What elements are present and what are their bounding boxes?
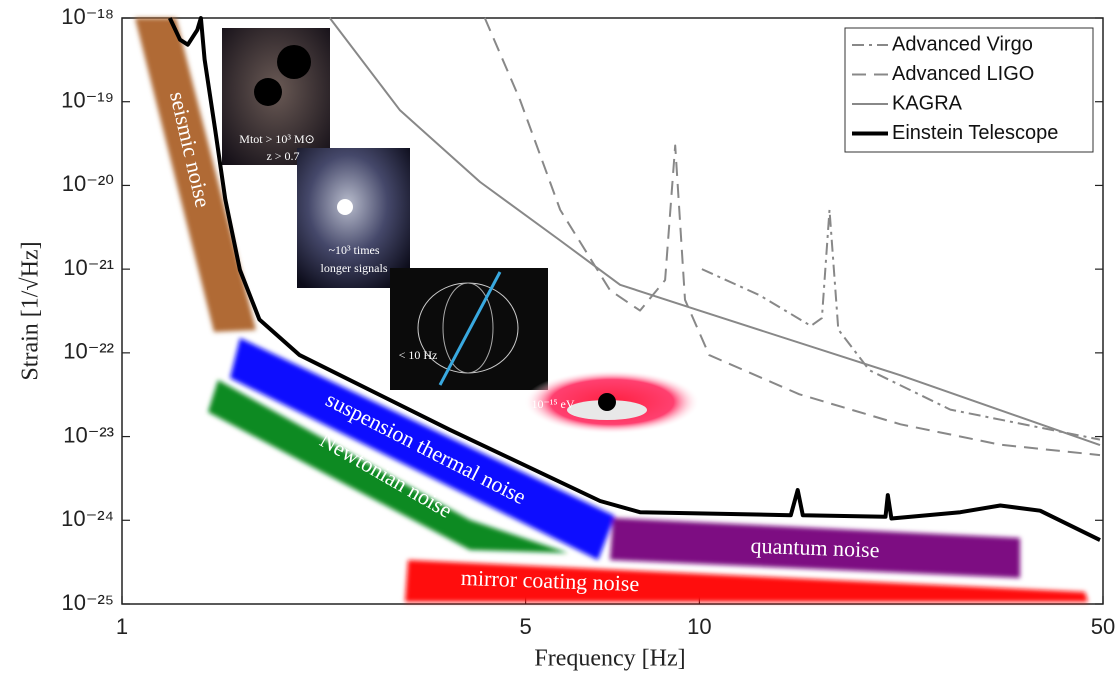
y-tick-label: 10⁻¹⁸ — [61, 4, 114, 29]
chart: Advanced Virgo Advanced LIGO KAGRA Einstein… — [0, 0, 1117, 677]
legend: Advanced Virgo Advanced LIGO KAGRA Einstein… — [845, 28, 1093, 152]
inset-label: < 10 Hz — [399, 348, 438, 362]
y-tick-label: 10⁻²⁵ — [61, 590, 114, 615]
y-axis-label: Strain [1/√Hz] — [18, 241, 44, 380]
noise-label: quantum noise — [750, 533, 880, 562]
x-tick-label: 1 — [116, 614, 128, 639]
x-tick-label: 5 — [519, 614, 531, 639]
inset-shape — [337, 199, 353, 215]
inset-label: 10⁻¹⁵ eV — [531, 397, 574, 411]
legend-label: KAGRA — [892, 92, 963, 114]
y-tick-label: 10⁻²³ — [63, 422, 114, 447]
x-tick-label: 10 — [687, 614, 711, 639]
legend-label: Advanced Virgo — [892, 33, 1033, 55]
x-axis-label: Frequency [Hz] — [534, 646, 685, 672]
y-tick-label: 10⁻²⁴ — [61, 506, 114, 531]
x-tick-label: 50 — [1091, 614, 1115, 639]
inset-shape — [277, 45, 311, 79]
y-tick-label: 10⁻²¹ — [63, 255, 114, 280]
y-tick-label: 10⁻²² — [63, 339, 114, 364]
inset-shape — [598, 393, 616, 411]
inset-label: ~10³ times — [328, 243, 379, 257]
y-tick-label: 10⁻¹⁹ — [61, 88, 114, 113]
inset-label: longer signals — [321, 261, 388, 275]
y-tick-label: 10⁻²⁰ — [62, 171, 114, 196]
legend-label: Advanced LIGO — [892, 63, 1034, 85]
legend-label: Einstein Telescope — [892, 122, 1058, 144]
inset-shape — [254, 78, 282, 106]
inset-label: Mtot > 10³ M⊙ — [239, 132, 314, 146]
inset-label: z > 0.7 — [266, 149, 299, 163]
